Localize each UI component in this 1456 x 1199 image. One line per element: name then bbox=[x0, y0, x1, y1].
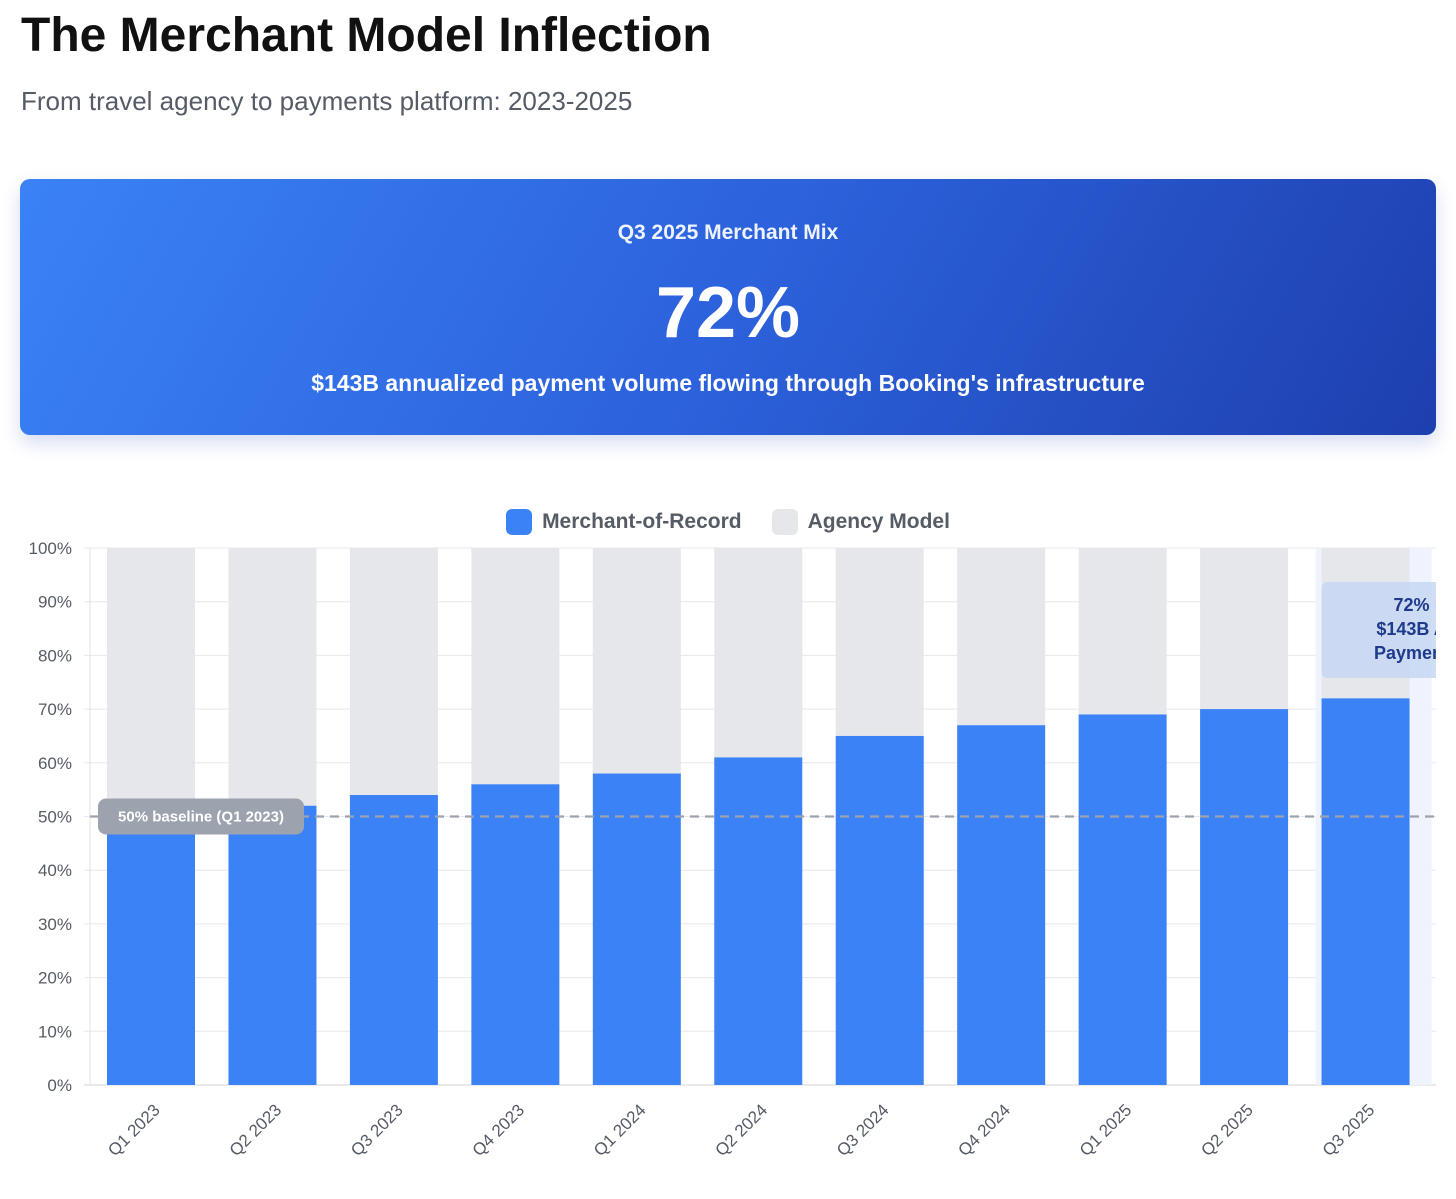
callout-annotation: 72% $143B A Payment bbox=[1321, 582, 1449, 678]
hero-kicker: Q3 2025 Merchant Mix bbox=[617, 221, 839, 244]
bar-agency bbox=[228, 548, 317, 806]
bar-agency bbox=[592, 548, 681, 774]
y-tick-label: 90% bbox=[38, 593, 72, 612]
bar-agency bbox=[1078, 548, 1167, 715]
bar-merchant bbox=[228, 805, 317, 1085]
chart-legend: Merchant-of-Record Agency Model bbox=[0, 506, 1456, 538]
bar-agency bbox=[835, 548, 924, 736]
legend-item-merchant[interactable]: Merchant-of-Record bbox=[506, 509, 742, 535]
bar-merchant bbox=[714, 757, 803, 1085]
bar-merchant bbox=[349, 795, 438, 1085]
bar-merchant bbox=[835, 735, 924, 1085]
legend-label-agency: Agency Model bbox=[807, 510, 950, 533]
bar-merchant bbox=[957, 725, 1046, 1085]
baseline-label-bg bbox=[98, 798, 304, 835]
bar-agency bbox=[1200, 548, 1289, 710]
y-tick-label: 10% bbox=[38, 1022, 72, 1041]
callout-bg bbox=[1321, 582, 1436, 678]
bar-agency bbox=[714, 548, 803, 758]
bar-merchant bbox=[592, 773, 681, 1085]
bar-merchant bbox=[1078, 714, 1167, 1085]
legend-swatch-merchant bbox=[506, 509, 533, 535]
legend-swatch-agency bbox=[771, 509, 798, 535]
y-tick-label: 30% bbox=[38, 915, 72, 934]
x-tick-label: Q4 2024 bbox=[954, 1100, 1014, 1160]
x-tick-label: Q1 2025 bbox=[1076, 1100, 1136, 1160]
hero-card: Q3 2025 Merchant Mix 72% $143B annualize… bbox=[20, 179, 1436, 435]
y-tick-label: 40% bbox=[38, 861, 72, 880]
x-tick-label: Q3 2024 bbox=[833, 1100, 893, 1160]
y-tick-label: 100% bbox=[29, 539, 72, 558]
y-tick-label: 70% bbox=[38, 700, 72, 719]
x-tick-label: Q3 2025 bbox=[1319, 1100, 1379, 1160]
bar-merchant bbox=[471, 784, 560, 1085]
bar-merchant bbox=[1321, 698, 1410, 1085]
y-tick-label: 20% bbox=[38, 969, 72, 988]
hero-value: 72% bbox=[655, 273, 801, 353]
bar-agency bbox=[957, 548, 1046, 726]
x-tick-label: Q2 2023 bbox=[226, 1100, 286, 1160]
page-subtitle: From travel agency to payments platform:… bbox=[21, 86, 633, 116]
legend-item-agency[interactable]: Agency Model bbox=[771, 509, 950, 535]
y-tick-label: 60% bbox=[38, 754, 72, 773]
page-title: The Merchant Model Inflection bbox=[21, 9, 712, 62]
bar-merchant bbox=[107, 816, 195, 1085]
x-tick-label: Q3 2023 bbox=[347, 1100, 407, 1160]
x-tick-label: Q4 2023 bbox=[469, 1100, 529, 1160]
legend-label-merchant: Merchant-of-Record bbox=[542, 510, 742, 533]
hero-description: $143B annualized payment volume flowing … bbox=[311, 370, 1145, 396]
callout-line: $143B A bbox=[1376, 619, 1446, 639]
bar-merchant bbox=[1200, 709, 1289, 1085]
bar-agency bbox=[349, 548, 438, 796]
x-tick-label: Q1 2024 bbox=[590, 1100, 650, 1160]
y-tick-label: 50% bbox=[38, 808, 72, 827]
x-tick-label: Q1 2023 bbox=[104, 1100, 164, 1160]
baseline-label: 50% baseline (Q1 2023) bbox=[118, 809, 284, 826]
bar-agency bbox=[471, 548, 560, 785]
y-tick-label: 80% bbox=[38, 646, 72, 665]
x-tick-label: Q2 2025 bbox=[1197, 1100, 1257, 1160]
bar-agency bbox=[107, 548, 195, 817]
x-tick-label: Q2 2024 bbox=[712, 1100, 772, 1160]
y-tick-label: 0% bbox=[47, 1076, 72, 1095]
callout-line: 72% bbox=[1394, 595, 1430, 615]
callout-line: Payment bbox=[1374, 643, 1449, 663]
